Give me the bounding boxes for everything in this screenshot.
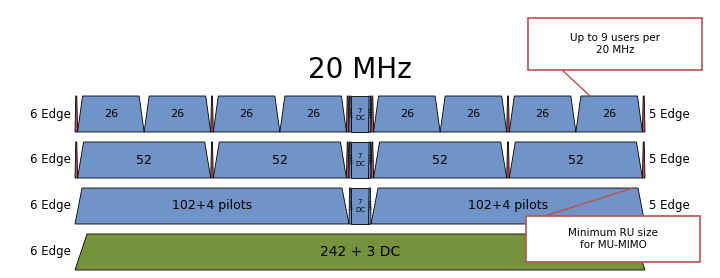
Polygon shape (507, 96, 509, 132)
Text: 1
3: 1 3 (348, 109, 352, 119)
Text: 52: 52 (136, 153, 152, 167)
Text: 5 Edge: 5 Edge (649, 108, 690, 120)
Text: 242 + 3 DC: 242 + 3 DC (320, 245, 400, 259)
Text: 26: 26 (240, 109, 253, 119)
Text: 6 Edge: 6 Edge (30, 245, 71, 259)
Text: 26: 26 (306, 109, 320, 119)
FancyBboxPatch shape (526, 216, 700, 262)
Polygon shape (75, 234, 645, 270)
Polygon shape (642, 96, 645, 132)
Text: 5 Edge: 5 Edge (649, 245, 690, 259)
Polygon shape (346, 142, 349, 178)
Polygon shape (351, 188, 369, 224)
Text: 7
DC: 7 DC (355, 200, 365, 212)
Polygon shape (509, 96, 576, 132)
Text: 1
3: 1 3 (368, 109, 372, 119)
Text: 1
3: 1 3 (348, 155, 352, 165)
Text: 26: 26 (104, 109, 118, 119)
Polygon shape (346, 96, 349, 132)
Text: 6 Edge: 6 Edge (30, 200, 71, 212)
Polygon shape (369, 96, 371, 132)
Text: 1
3: 1 3 (348, 201, 352, 211)
Polygon shape (351, 96, 369, 132)
Text: 26: 26 (602, 109, 616, 119)
Text: 6 Edge: 6 Edge (30, 108, 71, 120)
Polygon shape (144, 96, 211, 132)
Polygon shape (371, 142, 374, 178)
Polygon shape (78, 142, 211, 178)
Text: 7
DC: 7 DC (355, 108, 365, 120)
Polygon shape (349, 96, 351, 132)
Text: 102+4 pilots: 102+4 pilots (172, 200, 252, 212)
Polygon shape (507, 142, 509, 178)
Polygon shape (213, 96, 280, 132)
Text: 5 Edge: 5 Edge (649, 200, 690, 212)
Text: 26: 26 (536, 109, 549, 119)
Polygon shape (75, 96, 78, 132)
Text: 1
3: 1 3 (368, 155, 372, 165)
FancyBboxPatch shape (528, 18, 702, 70)
Polygon shape (440, 96, 507, 132)
Text: 20 MHz: 20 MHz (308, 56, 412, 84)
Polygon shape (78, 96, 144, 132)
Polygon shape (75, 188, 349, 224)
Text: Minimum RU size
for MU-MIMO: Minimum RU size for MU-MIMO (568, 228, 658, 250)
Text: 7
DC: 7 DC (355, 153, 365, 167)
Polygon shape (213, 142, 346, 178)
Polygon shape (280, 96, 346, 132)
Text: 5 Edge: 5 Edge (649, 153, 690, 167)
Polygon shape (371, 96, 374, 132)
Polygon shape (369, 142, 371, 178)
Polygon shape (642, 142, 645, 178)
Polygon shape (576, 96, 642, 132)
Text: 52: 52 (568, 153, 584, 167)
Text: 52: 52 (432, 153, 448, 167)
Polygon shape (211, 142, 213, 178)
Polygon shape (369, 188, 371, 224)
Polygon shape (351, 142, 369, 178)
Text: 1
3: 1 3 (368, 201, 372, 211)
Polygon shape (349, 142, 351, 178)
Text: 6 Edge: 6 Edge (30, 153, 71, 167)
Polygon shape (349, 188, 351, 224)
Polygon shape (75, 142, 78, 178)
Text: 26: 26 (171, 109, 184, 119)
Text: 26: 26 (467, 109, 480, 119)
Text: 102+4 pilots: 102+4 pilots (468, 200, 548, 212)
Polygon shape (374, 96, 440, 132)
Text: Up to 9 users per
20 MHz: Up to 9 users per 20 MHz (570, 33, 660, 55)
Polygon shape (211, 96, 213, 132)
Polygon shape (509, 142, 642, 178)
Text: 26: 26 (400, 109, 414, 119)
Polygon shape (371, 188, 645, 224)
Text: 52: 52 (272, 153, 288, 167)
Polygon shape (374, 142, 507, 178)
